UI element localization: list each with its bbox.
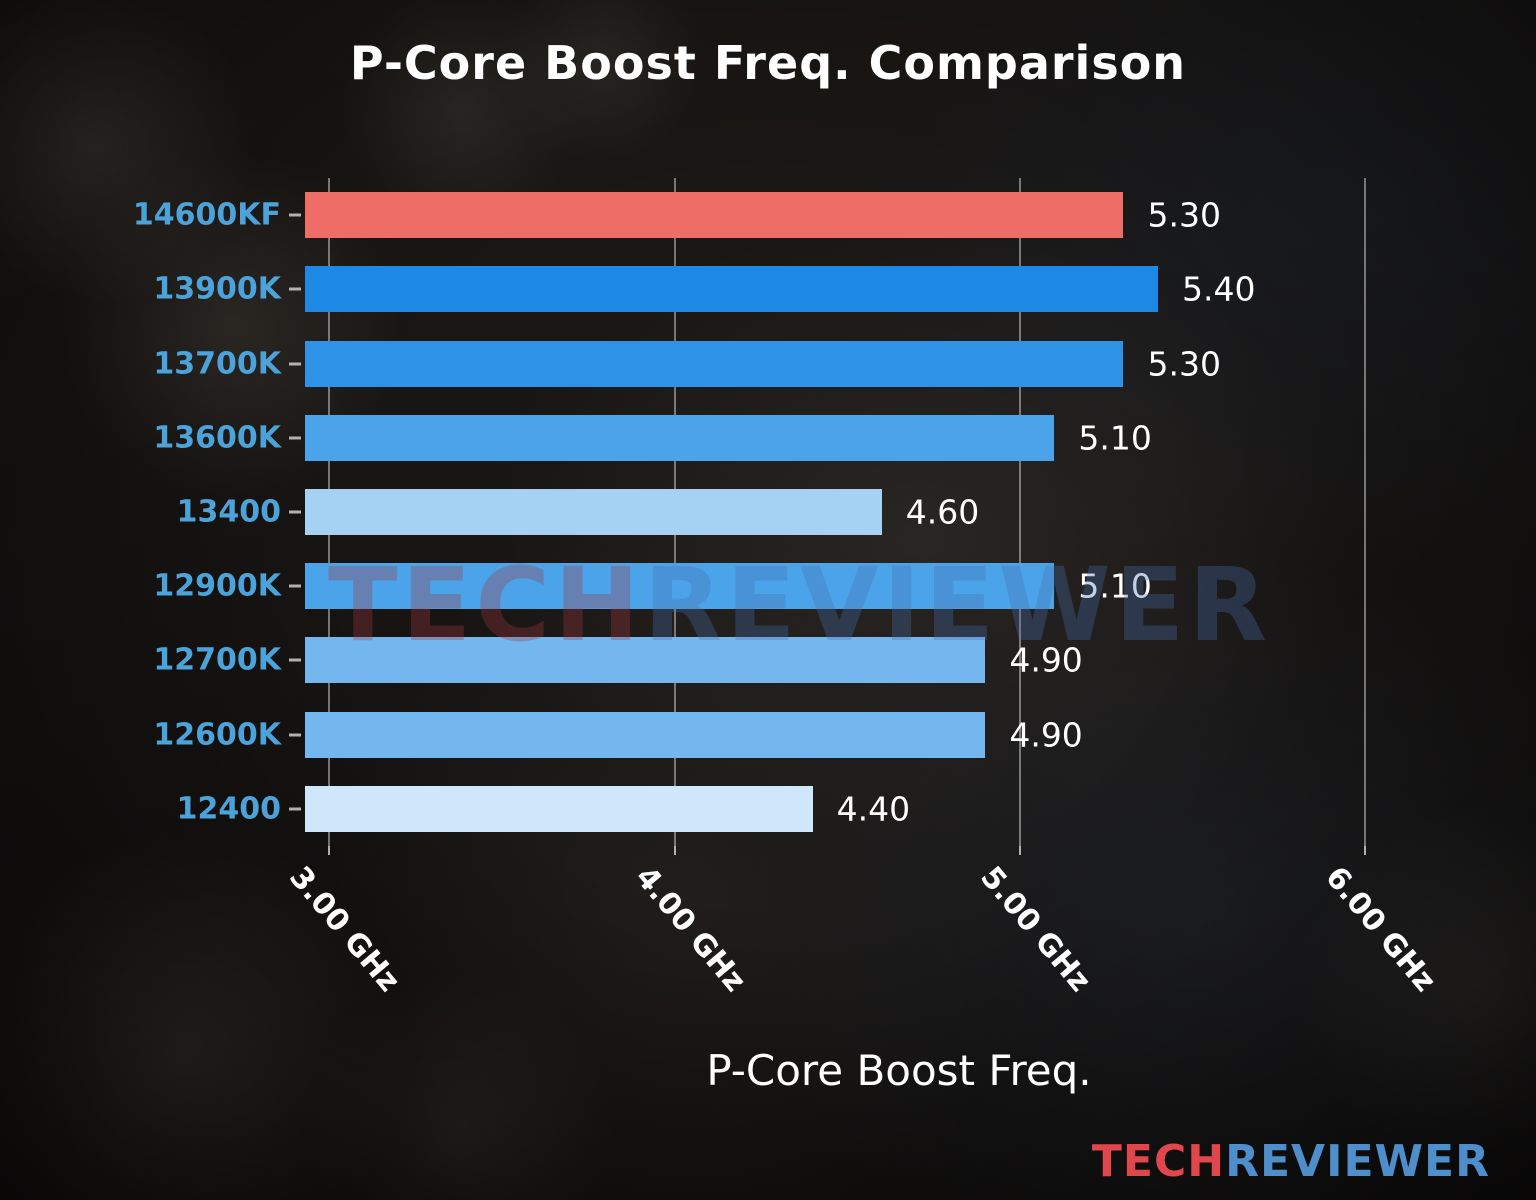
value-label: 4.60 <box>905 492 980 532</box>
brand-logo: TECHREVIEWER <box>1092 1136 1490 1187</box>
bar-row-14600kf: 14600KF 5.30 <box>133 178 1493 252</box>
x-tick-mark <box>1018 846 1021 855</box>
bar-12900k <box>305 563 1055 610</box>
bar-13900k <box>305 266 1158 313</box>
y-tick-mark <box>289 807 301 811</box>
bar-row-12400: 12400 4.40 <box>177 772 1493 846</box>
value-label: 5.30 <box>1147 344 1221 384</box>
category-label: 12700K <box>153 642 281 678</box>
category-label: 12900K <box>153 568 281 604</box>
y-tick-mark <box>289 510 301 514</box>
bar-row-13600k: 13600K 5.10 <box>153 401 1493 475</box>
category-label: 13400 <box>176 494 281 530</box>
y-tick-mark <box>289 436 301 440</box>
bar-rows: 14600KF 5.30 13900K 5.40 13700K 5.30 13600K 5.1… <box>133 178 1493 846</box>
x-tick-mark <box>673 846 676 855</box>
bar-row-12900k: 12900K 5.10 <box>153 549 1493 623</box>
bar-row-13900k: 13900K 5.40 <box>153 252 1493 326</box>
y-tick-mark <box>289 733 301 737</box>
bar-12600k <box>305 711 986 758</box>
value-label: 4.90 <box>1009 715 1083 755</box>
bar-13400 <box>305 488 882 535</box>
x-tick-mark <box>328 846 331 855</box>
category-label: 13600K <box>153 420 281 456</box>
x-tick-label: 6.00 GHz <box>1318 860 1443 999</box>
value-label: 5.30 <box>1147 195 1221 235</box>
x-tick-label: 4.00 GHz <box>627 860 752 999</box>
bar-row-13400: 13400 4.60 <box>177 475 1493 549</box>
gridline-5.00-ghz <box>1018 178 1021 846</box>
y-tick-mark <box>289 287 301 291</box>
y-tick-mark <box>289 362 301 366</box>
category-label: 14600KF <box>132 197 281 233</box>
y-tick-mark <box>289 213 301 217</box>
value-label: 5.10 <box>1078 418 1152 458</box>
plot-area: 14600KF 5.30 13900K 5.40 13700K 5.30 13600K 5.1… <box>133 178 1493 855</box>
value-label: 4.90 <box>1009 640 1083 680</box>
bar-12700k <box>305 637 986 684</box>
bar-13600k <box>305 414 1055 461</box>
chart-title: P-Core Boost Freq. Comparison <box>349 36 1187 90</box>
category-label: 13700K <box>153 346 281 382</box>
bar-14600kf <box>305 192 1124 239</box>
x-tick-label: 3.00 GHz <box>282 860 407 999</box>
logo-reviewer-text: REVIEWER <box>1225 1136 1490 1187</box>
value-label: 5.40 <box>1182 269 1256 309</box>
x-axis-label: P-Core Boost Freq. <box>706 1046 1092 1095</box>
y-tick-mark <box>289 584 301 588</box>
bar-12400 <box>305 785 813 832</box>
gridline-6.00-ghz <box>1364 178 1367 846</box>
category-label: 12400 <box>176 791 281 827</box>
y-tick-mark <box>289 658 301 662</box>
category-label: 12600K <box>153 717 281 753</box>
category-label: 13900K <box>153 271 281 307</box>
x-tick-mark <box>1364 846 1367 855</box>
bar-row-12600k: 12600K 4.90 <box>153 698 1493 772</box>
logo-tech-text: TECH <box>1091 1136 1226 1187</box>
bar-row-13700k: 13700K 5.30 <box>153 326 1493 400</box>
bar-row-12700k: 12700K 4.90 <box>153 623 1493 697</box>
value-label: 4.40 <box>836 789 911 829</box>
x-tick-label: 5.00 GHz <box>973 860 1098 999</box>
bar-13700k <box>305 340 1124 387</box>
value-label: 5.10 <box>1078 566 1152 606</box>
